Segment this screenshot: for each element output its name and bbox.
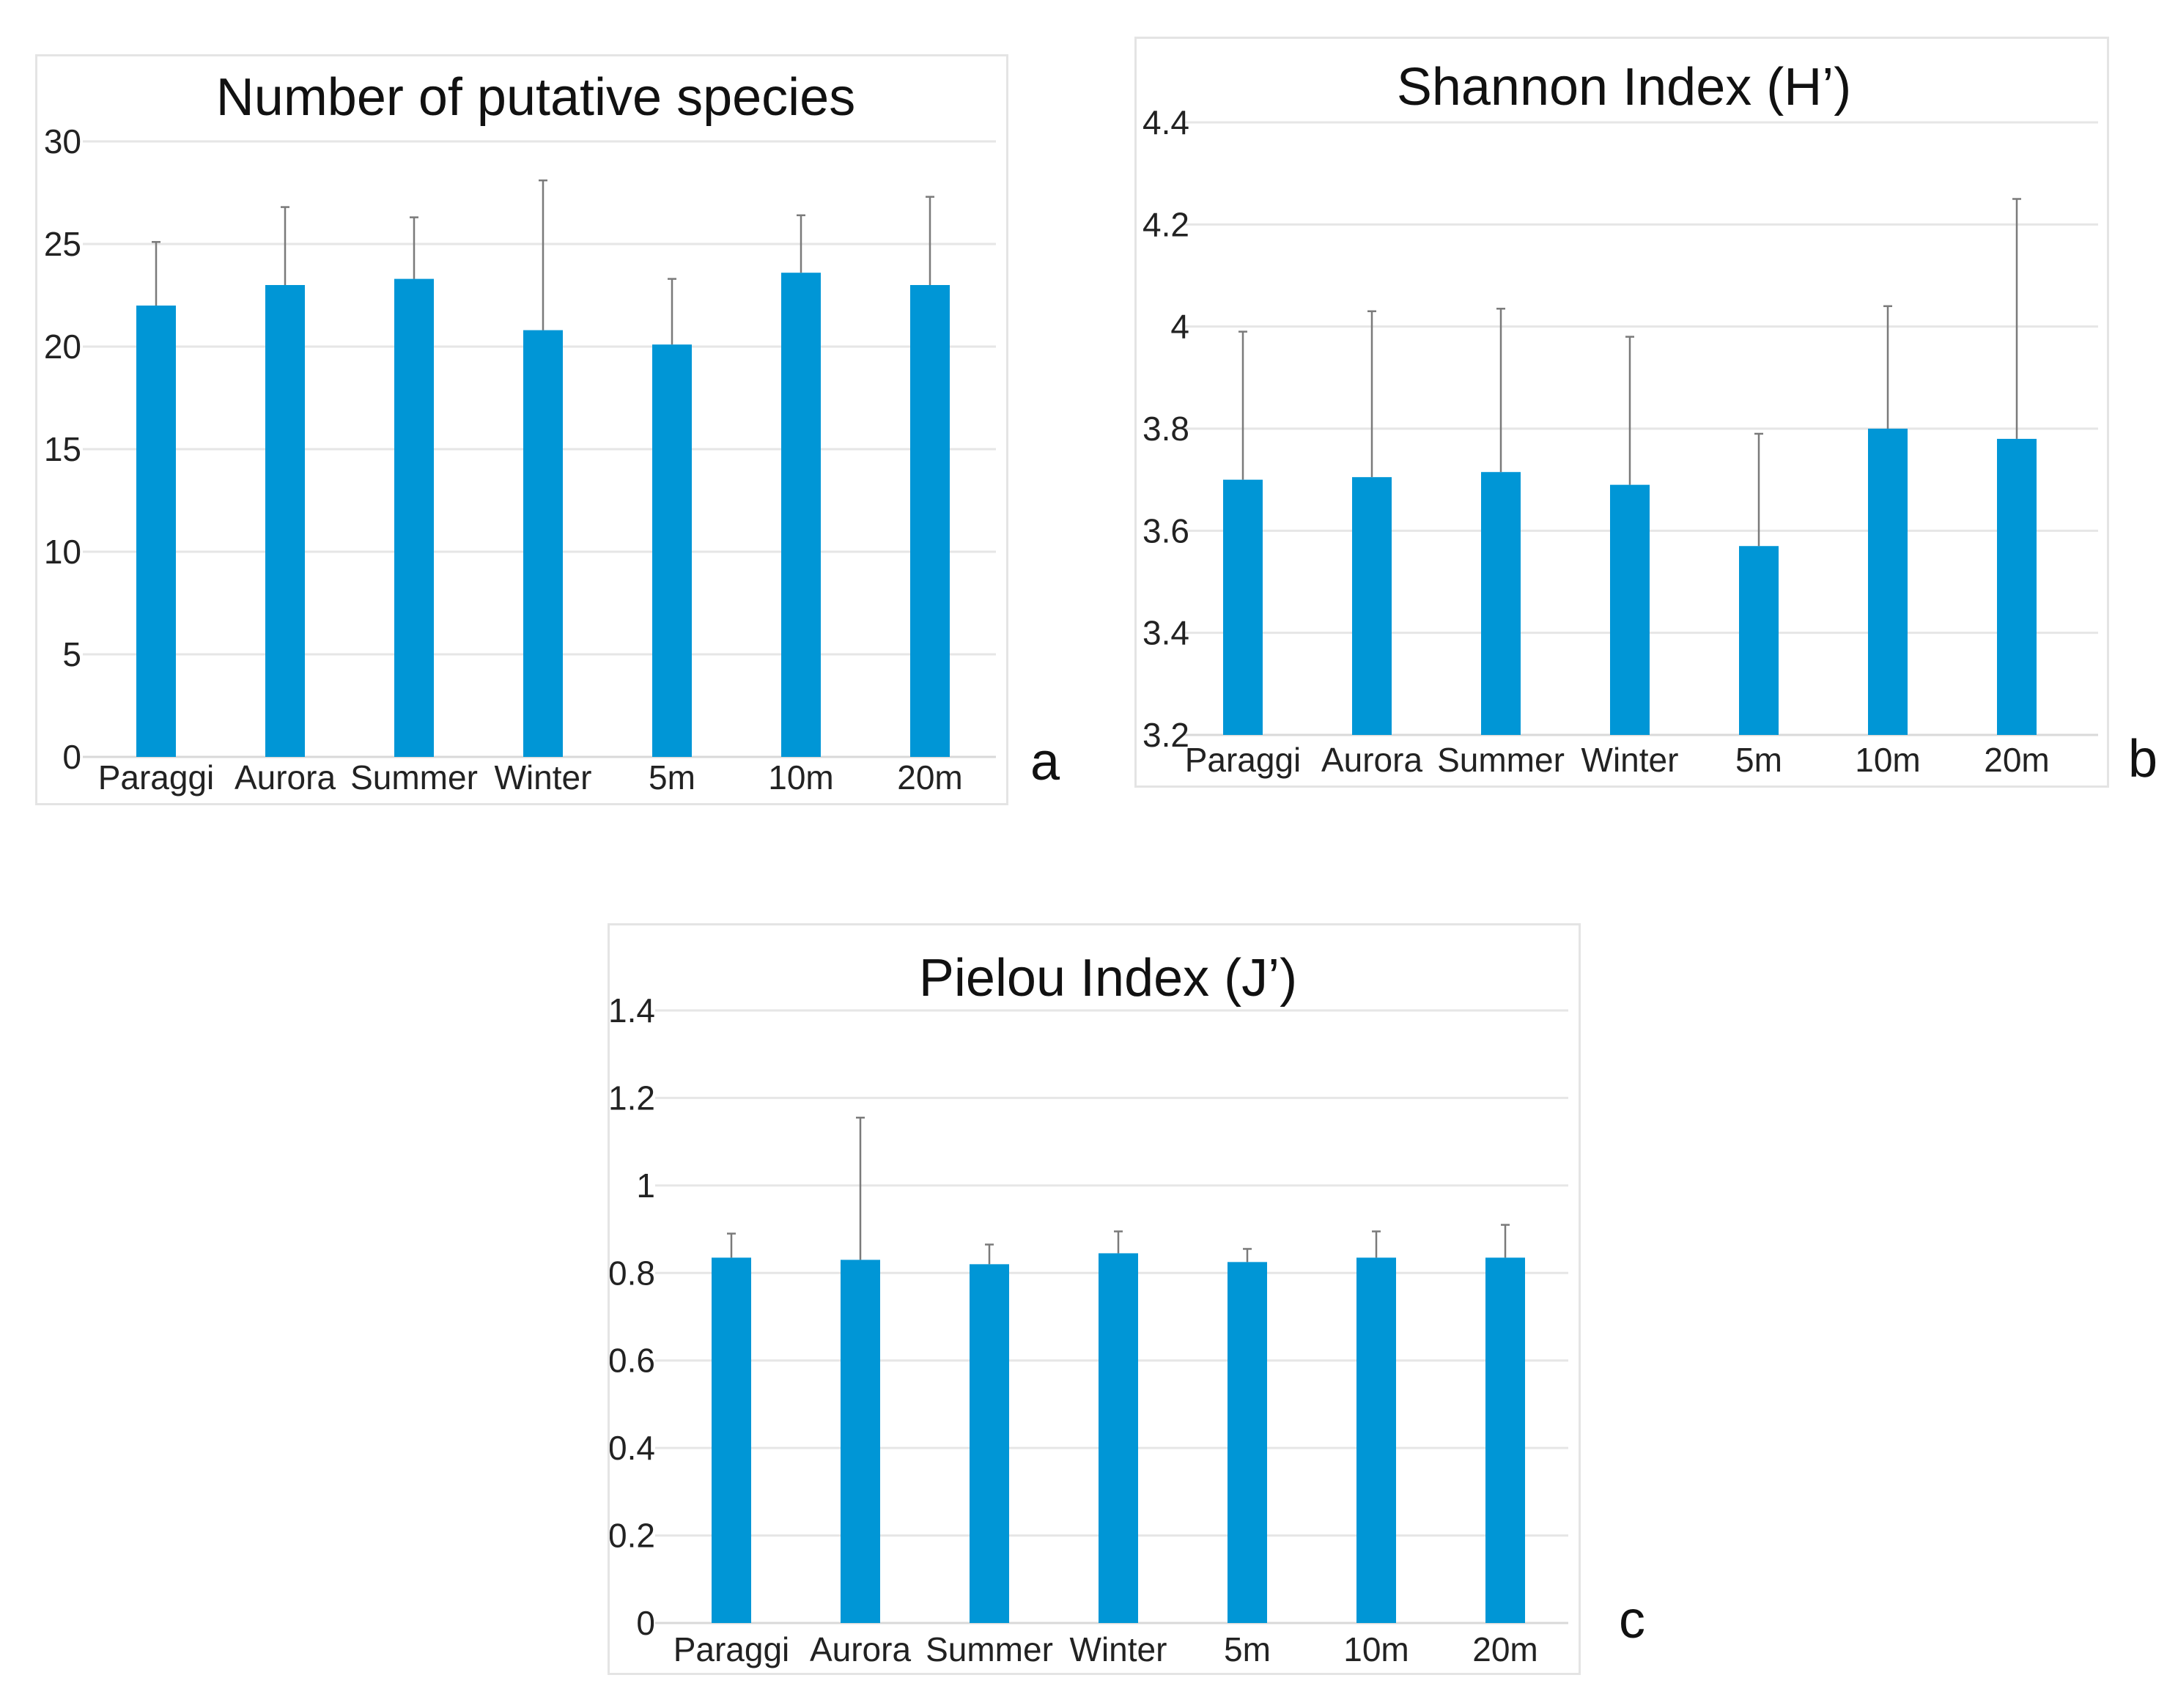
x-tick-label: Aurora [810, 1630, 911, 1668]
x-tick-label: 10m [1855, 741, 1920, 779]
bar-aurora [841, 1260, 880, 1623]
y-tick-label: 4.2 [1142, 205, 1189, 243]
bar-10m [1356, 1257, 1396, 1623]
y-tick-label: 0 [636, 1604, 655, 1642]
x-tick-label: 5m [1224, 1630, 1271, 1668]
y-tick-label: 0.6 [610, 1342, 655, 1380]
x-tick-label: Paraggi [673, 1630, 790, 1668]
panel-label-b: b [2128, 730, 2158, 788]
y-tick-label: 1.2 [610, 1079, 655, 1117]
x-tick-label: Aurora [235, 758, 336, 796]
x-tick-label: Winter [495, 758, 592, 796]
bar-5m [652, 344, 692, 757]
chart-panel-b: 3.2 3.4 3.6 3.8 4 4.2 4.4 Shannon Index (H’) Par… [1134, 37, 2109, 788]
y-tick-label: 4 [1170, 308, 1189, 346]
y-tick-label: 0.4 [610, 1429, 655, 1467]
x-tick-label: Winter [1070, 1630, 1167, 1668]
bar-winter [1099, 1253, 1138, 1623]
x-tick-label: Summer [926, 1630, 1053, 1668]
bar-summer [970, 1264, 1009, 1623]
y-tick-label: 3.8 [1142, 410, 1189, 448]
y-tick-label: 0.2 [610, 1517, 655, 1555]
chart-panel-c: 0 0.2 0.4 0.6 0.8 1 1.2 1.4 Pielou Index (J’) Par… [608, 923, 1581, 1675]
chart-c-svg: 0 0.2 0.4 0.6 0.8 1 1.2 1.4 Pielou Index (J’) Par… [610, 949, 1568, 1668]
x-tick-label: 5m [649, 758, 695, 796]
bar-20m [1997, 438, 2037, 735]
y-tick-label: 1.4 [610, 991, 655, 1029]
x-tick-label: Winter [1581, 741, 1679, 779]
y-tick-label: 4.4 [1142, 103, 1189, 141]
x-tick-label: Aurora [1321, 741, 1422, 779]
bar-paraggi [712, 1257, 751, 1623]
panel-label-c: c [1619, 1591, 1645, 1649]
bar-paraggi [136, 306, 176, 757]
y-tick-label: 1 [636, 1167, 655, 1205]
y-tick-label: 0.8 [610, 1254, 655, 1292]
x-tick-label: 10m [768, 758, 833, 796]
x-tick-label: 20m [1472, 1630, 1537, 1668]
bar-winter [523, 330, 563, 758]
bar-summer [394, 278, 434, 758]
x-tick-label: 20m [1984, 741, 2049, 779]
y-tick-label: 5 [62, 635, 81, 673]
chart-title: Shannon Index (H’) [1397, 58, 1851, 117]
y-tick-label: 3.2 [1142, 716, 1189, 754]
y-tick-label: 3.4 [1142, 614, 1189, 652]
bar-paraggi [1223, 479, 1263, 735]
bar-aurora [1352, 477, 1392, 735]
y-tick-label: 30 [44, 122, 81, 160]
chart-title: Pielou Index (J’) [919, 949, 1297, 1008]
chart-a-svg: 0 5 10 15 20 25 30 Number of putative species Pa… [44, 68, 996, 796]
bar-20m [910, 285, 950, 757]
x-tick-label: 5m [1735, 741, 1782, 779]
bar-5m [1739, 546, 1779, 735]
bar-winter [1610, 484, 1650, 735]
x-tick-label: 10m [1343, 1630, 1409, 1668]
x-tick-label: Summer [1437, 741, 1565, 779]
y-tick-label: 15 [44, 430, 81, 468]
x-tick-label: Paraggi [98, 758, 215, 796]
y-tick-label: 0 [62, 738, 81, 776]
y-tick-label: 25 [44, 225, 81, 263]
x-tick-label: 20m [897, 758, 962, 796]
chart-title: Number of putative species [216, 68, 855, 127]
chart-b-svg: 3.2 3.4 3.6 3.8 4 4.2 4.4 Shannon Index (H’) Par… [1142, 58, 2098, 779]
bar-aurora [265, 285, 305, 757]
x-tick-label: Paraggi [1185, 741, 1302, 779]
bar-20m [1485, 1257, 1525, 1623]
bar-10m [781, 273, 821, 757]
y-tick-label: 20 [44, 328, 81, 366]
bar-10m [1868, 429, 1908, 735]
panel-label-a: a [1030, 733, 1060, 791]
chart-panel-a: 0 5 10 15 20 25 30 Number of putative species Pa… [35, 54, 1008, 805]
y-tick-label: 10 [44, 533, 81, 571]
x-tick-label: Summer [350, 758, 478, 796]
y-tick-label: 3.6 [1142, 511, 1189, 550]
bar-summer [1481, 472, 1521, 735]
bar-5m [1228, 1262, 1267, 1623]
